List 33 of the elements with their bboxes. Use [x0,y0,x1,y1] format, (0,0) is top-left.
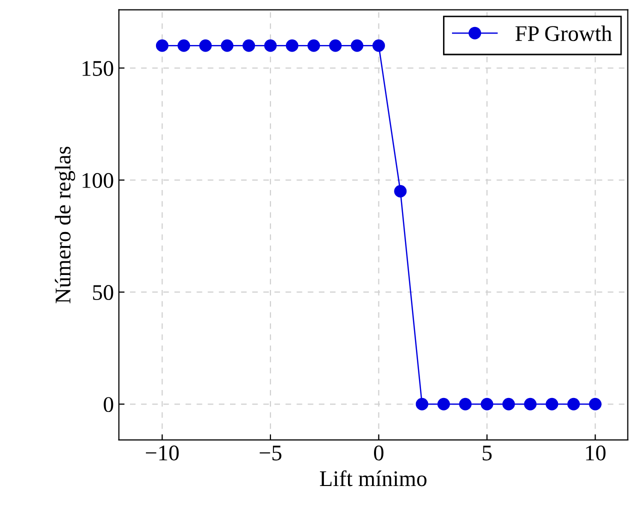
legend-label: FP Growth [515,25,612,42]
point [459,398,472,410]
y-tick-label: 50 [93,285,114,300]
x-tick-label: −5 [260,446,282,460]
y-tick-label: 150 [82,60,114,76]
y-axis-title: Número de reglas [54,146,76,304]
point [329,39,342,52]
point [394,185,407,198]
point [567,398,580,410]
point [480,398,494,410]
x-axis-title: Lift mínimo [320,470,426,486]
point [502,398,515,410]
y-tick-label: 100 [82,172,114,188]
point [589,398,602,410]
point [350,39,364,52]
point [156,39,168,52]
point [178,39,190,52]
x-tick-label: 10 [586,445,606,460]
x-tick-label: −10 [146,445,179,460]
point [416,398,428,410]
point [372,39,385,52]
point [242,39,256,52]
point [308,39,320,52]
x-tick-label: 5 [482,446,492,460]
y-tick-label: 0 [104,397,114,412]
point [546,398,558,410]
point [220,39,234,52]
point [524,398,537,410]
point [437,398,450,410]
point [199,39,212,52]
point [286,39,298,52]
x-tick-label: 0 [374,445,384,460]
point [264,39,277,52]
